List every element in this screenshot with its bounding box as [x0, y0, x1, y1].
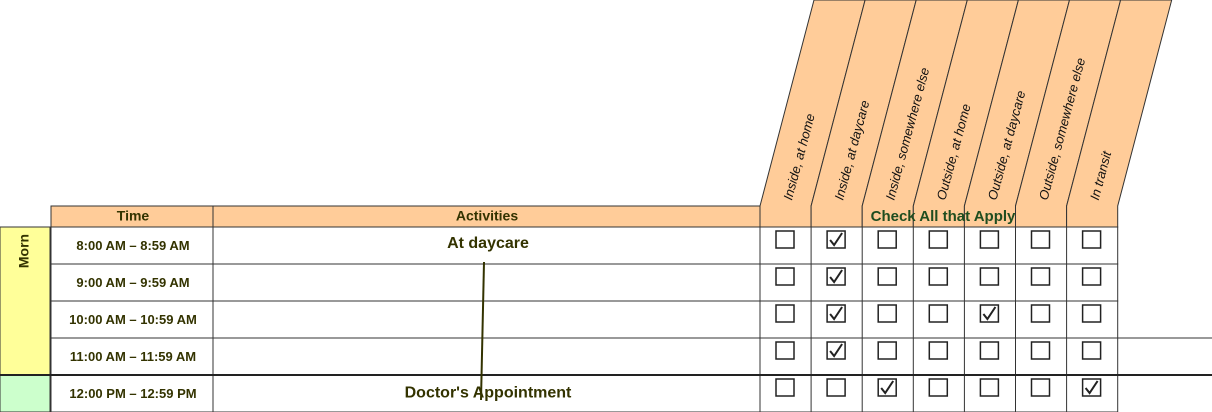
- checkmark: [829, 232, 843, 247]
- checkbox: [1081, 267, 1102, 286]
- checkmark: [880, 380, 895, 395]
- period-morning: [0, 226, 51, 376]
- checkbox: [1081, 304, 1102, 323]
- check-all-label: Check All that Apply: [871, 208, 1016, 225]
- checkbox: [1081, 341, 1102, 360]
- time: 8:00 AM – 8:59 AM: [76, 238, 189, 253]
- checkbox: [877, 267, 897, 286]
- checkbox: [1081, 230, 1102, 249]
- checkbox: [979, 341, 1000, 360]
- checkbox: [979, 378, 1000, 397]
- checkbox: [928, 304, 949, 323]
- checkbox: [775, 230, 795, 249]
- row: [50, 263, 1119, 302]
- period-label: Morn: [16, 234, 32, 268]
- checkbox: [928, 378, 949, 397]
- activities-header: Activities: [456, 208, 518, 224]
- activity: Doctor's Appointment: [405, 385, 572, 402]
- time: 9:00 AM – 9:59 AM: [76, 275, 189, 290]
- checkbox: [826, 378, 846, 397]
- checkmark: [982, 306, 997, 321]
- checkmark: [829, 306, 843, 321]
- checkbox: [928, 341, 949, 360]
- checkbox: [1030, 304, 1051, 323]
- checkbox: [928, 267, 949, 286]
- checkbox: [775, 304, 795, 323]
- row: [50, 300, 1119, 339]
- connector: [480, 261, 485, 401]
- checkbox: [775, 341, 795, 360]
- time-header: Time: [117, 208, 150, 224]
- checkbox: [1030, 267, 1051, 286]
- checkbox: [979, 267, 1000, 286]
- checkbox: [1030, 378, 1051, 397]
- checkbox: [877, 304, 897, 323]
- checkmark: [829, 269, 843, 284]
- time: 11:00 AM – 11:59 AM: [70, 349, 196, 364]
- row: [50, 337, 1119, 376]
- checkbox: [979, 230, 1000, 249]
- row: [50, 374, 1119, 412]
- checkmark: [1084, 380, 1099, 395]
- checkbox: [1030, 230, 1051, 249]
- time: 10:00 AM – 10:59 AM: [69, 312, 197, 327]
- period-noon: [0, 374, 51, 412]
- checkmark: [829, 343, 843, 358]
- header-bg: [50, 205, 761, 228]
- activity: At daycare: [447, 235, 529, 252]
- checkbox: [1030, 341, 1051, 360]
- checkbox: [928, 230, 949, 249]
- checkbox: [877, 341, 897, 360]
- time: 12:00 PM – 12:59 PM: [69, 386, 196, 401]
- checkbox: [775, 267, 795, 286]
- checkbox: [877, 230, 897, 249]
- row: [50, 226, 1119, 265]
- checkbox: [775, 378, 795, 397]
